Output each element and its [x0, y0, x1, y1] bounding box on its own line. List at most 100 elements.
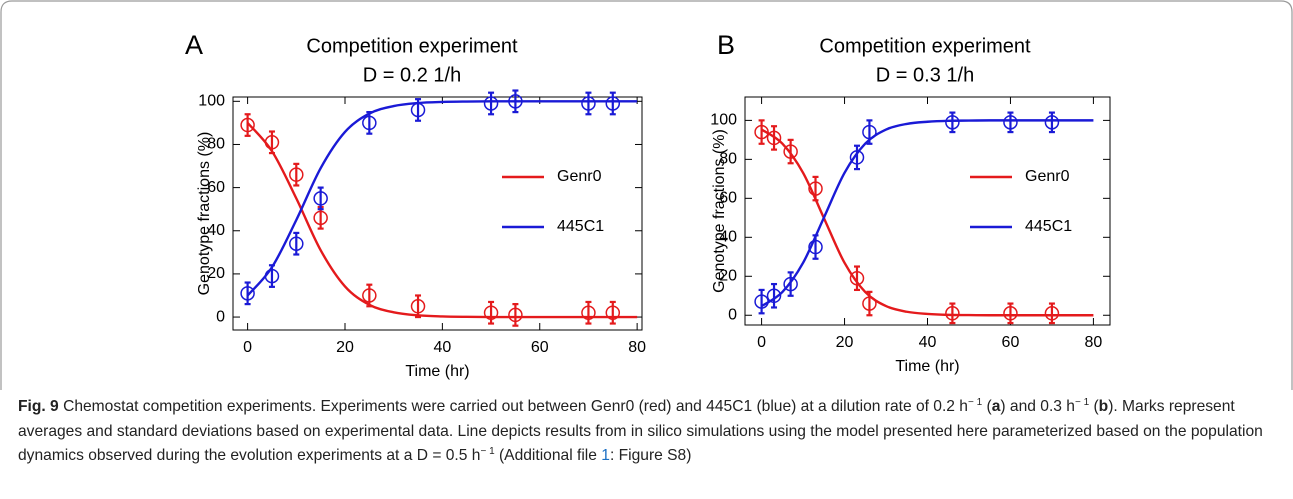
error-bar — [609, 91, 616, 116]
error-bar — [293, 231, 300, 256]
fit-curve — [760, 119, 1094, 308]
error-bar — [609, 300, 616, 325]
x-tick-label: 0 — [757, 334, 766, 351]
error-bar — [415, 294, 422, 319]
caption-text: ) and 0.3 h — [1000, 398, 1075, 415]
data-point — [483, 96, 499, 111]
y-axis-label: Genotype fractions (%) — [196, 132, 213, 296]
data-point — [313, 191, 328, 206]
error-bar — [853, 144, 860, 171]
data-point — [945, 306, 960, 321]
caption-text: ( — [982, 398, 992, 415]
caption-label: Fig. 9 — [18, 398, 59, 415]
caption: Fig. 9 Chemostat competition experiments… — [18, 395, 1280, 469]
data-point — [313, 210, 328, 226]
data-point — [783, 276, 798, 292]
fit-curve — [246, 122, 638, 319]
data-point — [849, 150, 865, 165]
data-point — [410, 102, 426, 118]
y-tick-label: 20 — [719, 268, 737, 285]
y-tick-label: 40 — [207, 222, 225, 239]
panel-ref: b — [1098, 398, 1109, 415]
x-tick-label: 60 — [1002, 334, 1020, 351]
data-point — [754, 124, 769, 140]
data-point — [766, 130, 782, 146]
error-bar — [771, 125, 778, 151]
error-bar — [866, 119, 873, 145]
data-point — [483, 305, 499, 320]
panel-label: A — [185, 30, 203, 60]
data-point — [581, 305, 596, 320]
plot-frame — [232, 96, 643, 331]
error-bar — [853, 265, 860, 292]
y-tick-label: 60 — [719, 190, 737, 207]
y-tick-label: 80 — [719, 151, 737, 168]
data-point — [808, 181, 823, 196]
data-point — [1003, 306, 1018, 321]
y-tick-label: 60 — [207, 179, 225, 196]
y-tick-label: 100 — [198, 93, 225, 110]
error-bar — [758, 288, 765, 315]
x-tick-label: 0 — [243, 339, 252, 356]
y-tick-label: 40 — [719, 229, 737, 246]
frame-border — [0, 0, 1293, 390]
data-point — [1044, 306, 1060, 321]
superscript: − 1 — [1074, 396, 1090, 408]
caption-text: Chemostat competition experiments. Exper… — [58, 398, 968, 415]
x-tick-label: 20 — [336, 339, 354, 356]
data-point — [605, 96, 621, 111]
file-link[interactable]: 1 — [601, 447, 610, 464]
x-tick-label: 80 — [1085, 334, 1103, 351]
data-point — [289, 167, 304, 182]
data-point — [1003, 115, 1018, 130]
panel-ref: a — [991, 398, 1001, 415]
error-bar — [758, 119, 765, 145]
x-tick-label: 60 — [531, 339, 549, 356]
x-tick-label: 40 — [919, 334, 937, 351]
plot-frame — [744, 96, 1111, 326]
chart-title: Competition experiment — [819, 35, 1031, 57]
panel-label: B — [717, 30, 735, 60]
error-bar — [787, 138, 794, 165]
x-axis-label: Time (hr) — [895, 358, 959, 375]
y-tick-label: 20 — [207, 265, 225, 282]
data-point — [410, 299, 426, 314]
superscript: − 1 — [967, 396, 983, 408]
data-point — [783, 144, 798, 159]
superscript: − 1 — [480, 445, 495, 457]
error-bar — [585, 300, 592, 325]
error-bar — [512, 303, 519, 327]
data-point — [240, 286, 255, 301]
chart-title: Competition experiment — [306, 35, 518, 57]
chart-subtitle: D = 0.2 1/h — [363, 64, 461, 86]
data-point — [508, 307, 523, 323]
error-bar — [787, 271, 794, 297]
error-bar — [771, 282, 778, 309]
error-bar — [293, 162, 300, 187]
error-bar — [866, 290, 873, 317]
y-tick-label: 0 — [728, 306, 737, 323]
data-point — [289, 236, 304, 251]
y-axis-label: Genotype fractions (%) — [711, 129, 728, 293]
error-bar — [812, 175, 819, 202]
data-point — [264, 135, 280, 150]
data-point — [605, 305, 621, 320]
error-bar — [585, 91, 592, 116]
y-tick-label: 0 — [216, 308, 225, 325]
y-tick-label: 100 — [710, 112, 737, 129]
error-bar — [488, 300, 495, 325]
legend-label: 445C1 — [557, 218, 604, 235]
data-point — [862, 124, 877, 140]
x-tick-label: 20 — [836, 334, 854, 351]
data-point — [362, 115, 377, 131]
data-point — [1044, 115, 1060, 130]
data-point — [581, 96, 596, 111]
caption-text: : Figure S8) — [609, 447, 692, 464]
data-point — [849, 270, 865, 286]
caption-text: ). Marks represent averages and standard… — [18, 398, 1263, 464]
legend-label: 445C1 — [1025, 218, 1072, 235]
x-tick-label: 80 — [628, 339, 646, 356]
x-axis-label: Time (hr) — [405, 363, 469, 380]
fit-curve — [760, 128, 1094, 317]
data-point — [766, 288, 782, 304]
